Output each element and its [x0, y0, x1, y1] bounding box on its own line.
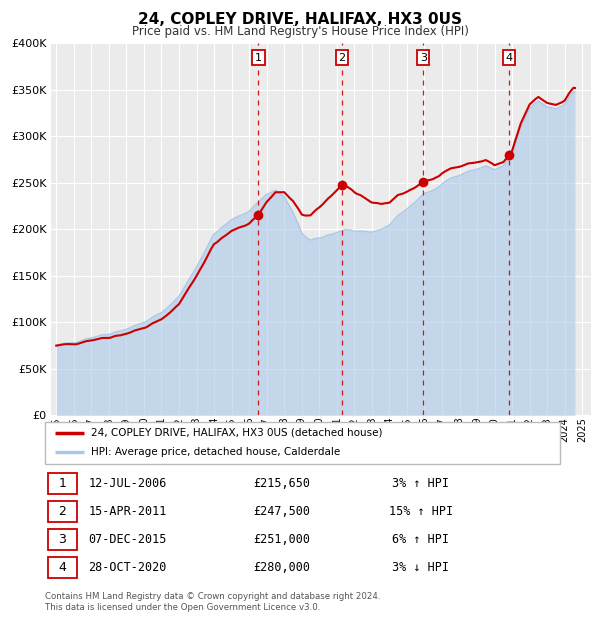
Text: 24, COPLEY DRIVE, HALIFAX, HX3 0US (detached house): 24, COPLEY DRIVE, HALIFAX, HX3 0US (deta…: [91, 428, 383, 438]
Text: 28-OCT-2020: 28-OCT-2020: [88, 561, 167, 574]
Text: 4: 4: [59, 561, 67, 574]
Text: HPI: Average price, detached house, Calderdale: HPI: Average price, detached house, Cald…: [91, 448, 341, 458]
Text: 3% ↓ HPI: 3% ↓ HPI: [392, 561, 449, 574]
Text: 1: 1: [59, 477, 67, 490]
FancyBboxPatch shape: [47, 557, 77, 578]
Text: £247,500: £247,500: [253, 505, 310, 518]
Text: 3% ↑ HPI: 3% ↑ HPI: [392, 477, 449, 490]
Text: £251,000: £251,000: [253, 533, 310, 546]
Text: Price paid vs. HM Land Registry's House Price Index (HPI): Price paid vs. HM Land Registry's House …: [131, 25, 469, 38]
FancyBboxPatch shape: [47, 529, 77, 551]
Text: 6% ↑ HPI: 6% ↑ HPI: [392, 533, 449, 546]
Text: 07-DEC-2015: 07-DEC-2015: [88, 533, 167, 546]
Text: 15-APR-2011: 15-APR-2011: [88, 505, 167, 518]
Text: 2: 2: [338, 53, 346, 63]
Text: 4: 4: [506, 53, 512, 63]
FancyBboxPatch shape: [47, 501, 77, 522]
Text: This data is licensed under the Open Government Licence v3.0.: This data is licensed under the Open Gov…: [45, 603, 320, 612]
Text: Contains HM Land Registry data © Crown copyright and database right 2024.: Contains HM Land Registry data © Crown c…: [45, 592, 380, 601]
Text: 12-JUL-2006: 12-JUL-2006: [88, 477, 167, 490]
FancyBboxPatch shape: [45, 422, 560, 464]
Text: £215,650: £215,650: [253, 477, 310, 490]
Text: £280,000: £280,000: [253, 561, 310, 574]
FancyBboxPatch shape: [47, 473, 77, 494]
Text: 15% ↑ HPI: 15% ↑ HPI: [389, 505, 453, 518]
Text: 3: 3: [420, 53, 427, 63]
Text: 2: 2: [59, 505, 67, 518]
Text: 1: 1: [255, 53, 262, 63]
Text: 3: 3: [59, 533, 67, 546]
Text: 24, COPLEY DRIVE, HALIFAX, HX3 0US: 24, COPLEY DRIVE, HALIFAX, HX3 0US: [138, 12, 462, 27]
